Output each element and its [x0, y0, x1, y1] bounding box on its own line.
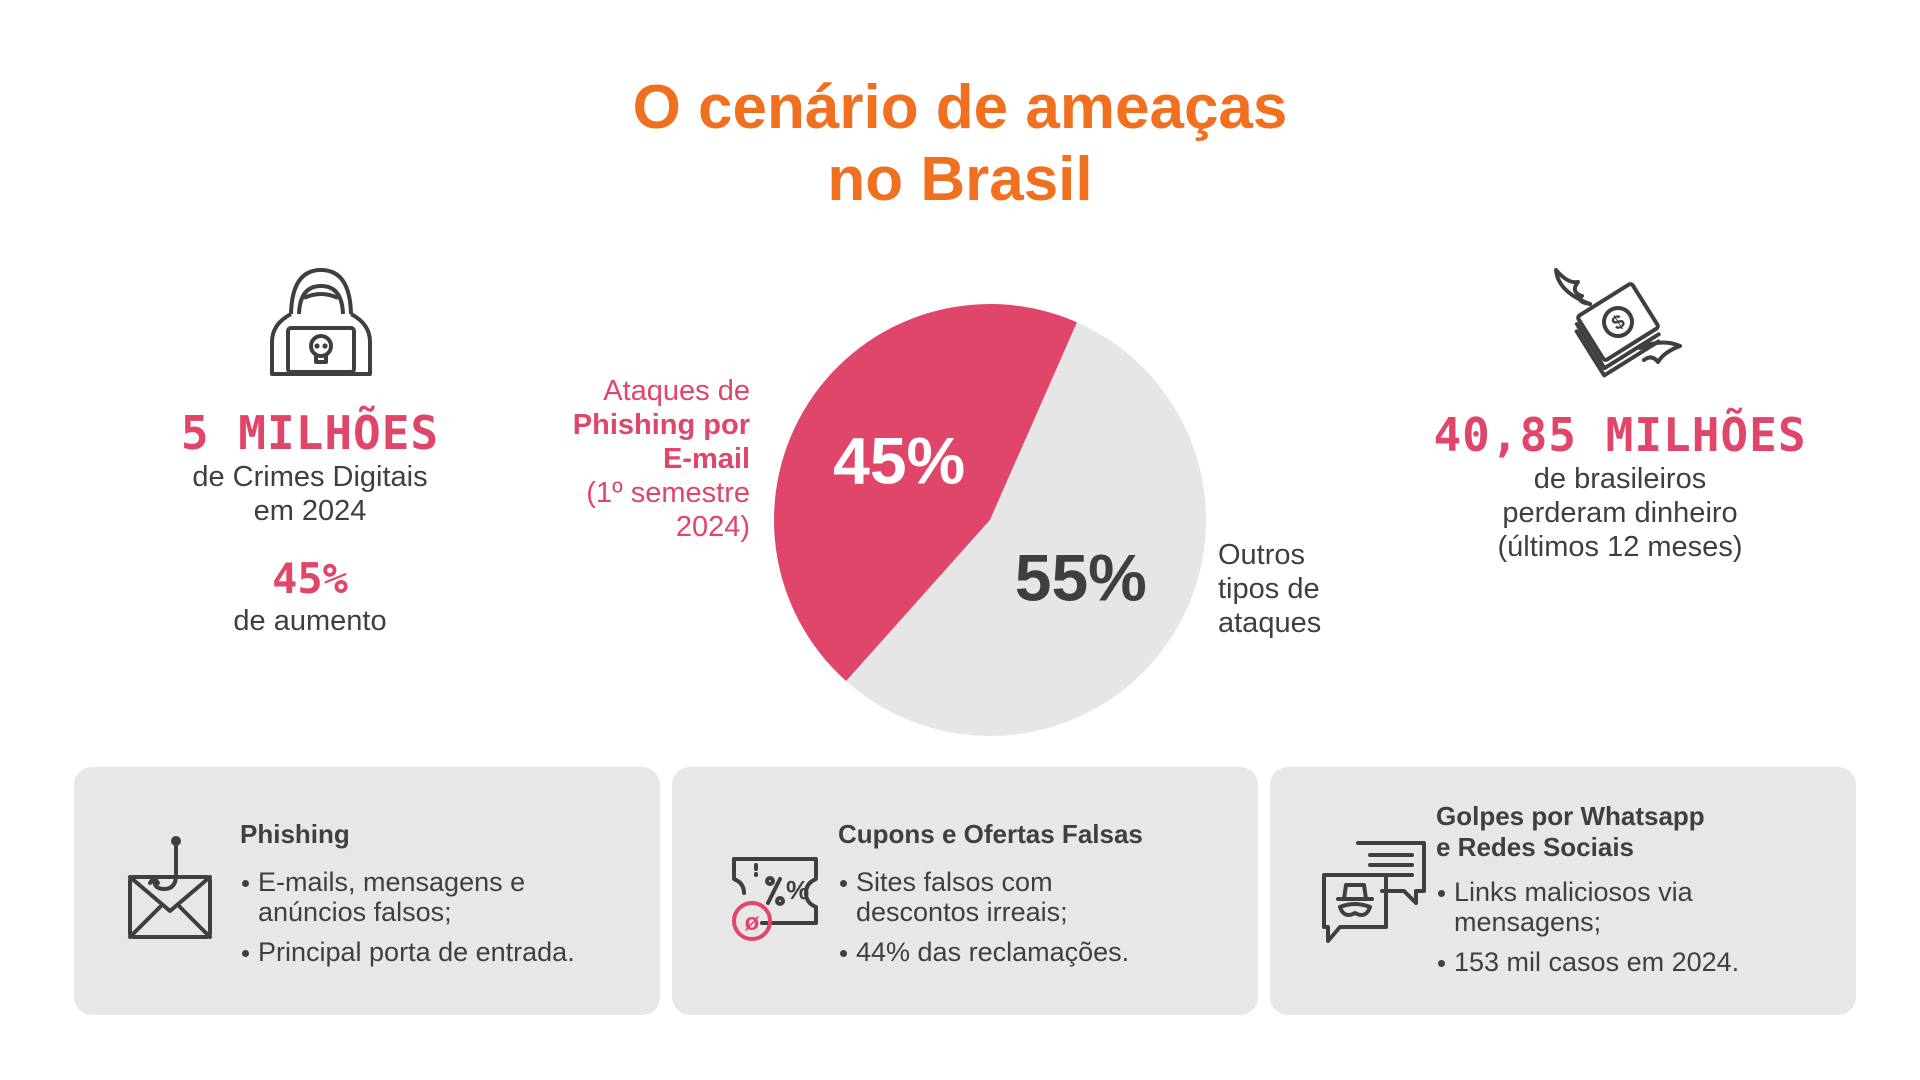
phishing-label-line2: Phishing por	[572, 409, 750, 441]
card-whatsapp-title-line2: e Redes Sociais	[1436, 832, 1634, 862]
card-coupons-list: Sites falsos com descontos irreais; 44% …	[838, 867, 1129, 977]
card-whatsapp: Golpes por Whatsapp e Redes Sociais Link…	[1270, 767, 1856, 1015]
list-item: Links maliciosos via mensagens;	[1436, 877, 1739, 937]
bullet-line: mensagens;	[1454, 907, 1602, 937]
bullet-line: Sites falsos com	[856, 867, 1053, 897]
phishing-label-line1: Ataques de	[603, 375, 750, 407]
pie-slice-value-label: 45%	[833, 424, 965, 498]
card-phishing: Phishing E-mails, mensagens e anúncios f…	[74, 767, 660, 1015]
card-phishing-list: E-mails, mensagens e anúncios falsos; Pr…	[240, 867, 575, 977]
card-whatsapp-title-line1: Golpes por Whatsapp	[1436, 801, 1705, 831]
pie-slice	[773, 303, 1078, 682]
losses-desc-line3: (últimos 12 meses)	[1497, 531, 1743, 563]
chat-spy-icon	[1322, 841, 1426, 943]
attack-types-pie-chart: 45% 55%	[773, 303, 1206, 736]
phishing-label-line4: (1º semestre	[586, 477, 750, 509]
phishing-label-line5: 2024)	[675, 511, 750, 543]
left-stat: 5 MILHÕES de Crimes Digitais em 2024 45%…	[110, 406, 510, 638]
other-slice-label: Outros tipos de ataques	[1218, 538, 1321, 640]
crimes-count: 5 MILHÕES	[180, 406, 440, 460]
phishing-label-line3: E-mail	[662, 443, 750, 475]
card-phishing-title-line: Phishing	[240, 819, 350, 849]
title-line-1: O cenário de ameaças	[632, 73, 1288, 142]
svg-text:ø: ø	[745, 909, 760, 936]
card-coupons: % ø Cupons e Ofertas Falsas Sites falsos…	[672, 767, 1258, 1015]
list-item: 153 mil casos em 2024.	[1436, 947, 1739, 977]
list-item: 44% das reclamações.	[838, 937, 1129, 967]
list-item: Principal porta de entrada.	[240, 937, 575, 967]
increase-desc: de aumento	[233, 605, 387, 637]
page-title: O cenário de ameaças no Brasil	[0, 72, 1920, 216]
hacker-icon	[270, 268, 372, 376]
card-coupons-title-line: Cupons e Ofertas Falsas	[838, 819, 1143, 849]
bullet-line: 44% das reclamações.	[856, 937, 1130, 967]
crimes-desc-line1: de Crimes Digitais	[192, 461, 428, 493]
bullet-line: 153 mil casos em 2024.	[1454, 947, 1740, 977]
right-stat: 40,85 MILHÕES de brasileiros perderam di…	[1400, 408, 1840, 564]
card-whatsapp-list: Links maliciosos via mensagens; 153 mil …	[1436, 877, 1739, 987]
other-label-line1: Outros	[1218, 539, 1306, 571]
other-label-line3: ataques	[1218, 607, 1322, 639]
email-hook-icon	[128, 836, 212, 939]
bullet-line: Links maliciosos via	[1454, 877, 1693, 907]
bullet-line: descontos irreais;	[856, 897, 1068, 927]
card-phishing-title: Phishing	[240, 819, 350, 850]
crimes-desc-line2: em 2024	[253, 495, 367, 527]
losses-count: 40,85 MILHÕES	[1433, 408, 1807, 462]
bullet-line: anúncios falsos;	[258, 897, 452, 927]
card-whatsapp-title: Golpes por Whatsapp e Redes Sociais	[1436, 801, 1705, 863]
bullet-line: Principal porta de entrada.	[258, 937, 575, 967]
pie-slice-value-label: 55%	[1015, 540, 1147, 614]
list-item: Sites falsos com descontos irreais;	[838, 867, 1129, 927]
pie-slice	[846, 322, 1206, 736]
flying-money-icon: $	[1554, 268, 1682, 378]
title-line-2: no Brasil	[827, 145, 1093, 214]
losses-desc-line2: perderam dinheiro	[1502, 497, 1738, 529]
svg-text:%: %	[786, 875, 809, 905]
list-item: E-mails, mensagens e anúncios falsos;	[240, 867, 575, 927]
bullet-line: E-mails, mensagens e	[258, 867, 526, 897]
phishing-slice-label: Ataques de Phishing por E-mail (1º semes…	[573, 374, 750, 544]
increase-pct: 45%	[272, 554, 348, 603]
card-coupons-title: Cupons e Ofertas Falsas	[838, 819, 1143, 850]
other-label-line2: tipos de	[1218, 573, 1320, 605]
losses-desc-line1: de brasileiros	[1533, 463, 1707, 495]
coupon-icon: % ø	[732, 857, 818, 941]
